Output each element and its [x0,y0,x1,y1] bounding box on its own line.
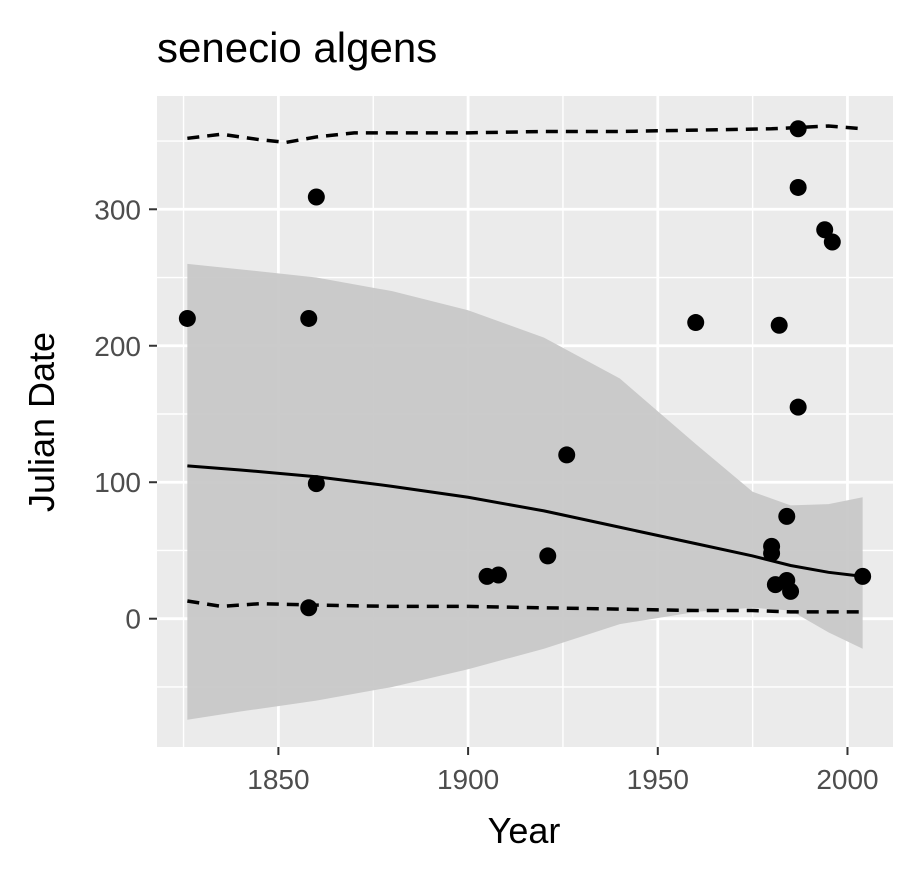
data-point [789,178,807,196]
data-point [300,309,318,327]
y-tick-label: 300 [94,194,141,225]
data-point [763,544,781,562]
data-point [782,582,800,600]
data-points [178,120,872,617]
x-tick-label: 1950 [627,764,689,795]
lower-bound-line [187,599,863,614]
y-tick-label: 0 [125,604,141,635]
data-point [300,599,318,617]
x-tick-label: 1850 [247,764,309,795]
data-point [178,309,196,327]
y-tick-label: 200 [94,331,141,362]
data-point [539,547,557,565]
y-tick-label: 100 [94,467,141,498]
data-point [778,507,796,525]
x-tick-label: 1900 [437,764,499,795]
data-point [770,316,788,334]
chart-title: senecio algens [157,24,437,71]
x-tick-label: 2000 [816,764,878,795]
data-point [307,188,325,206]
data-point [558,446,576,464]
data-point [789,398,807,416]
data-point [823,233,841,251]
data-point [489,566,507,584]
axes: 1850 1900 1950 2000 0 100 200 300 [94,194,878,795]
x-axis-title: Year [488,810,561,851]
bound-lines-layer [187,124,863,614]
upper-bound-line [187,124,863,145]
y-axis-title: Julian Date [21,332,62,512]
fit-line [187,464,863,578]
data-point [854,567,872,585]
data-point [307,475,325,493]
data-point [687,314,705,332]
data-point [816,221,834,239]
data-point [789,120,807,138]
fit-line-layer [187,464,863,578]
